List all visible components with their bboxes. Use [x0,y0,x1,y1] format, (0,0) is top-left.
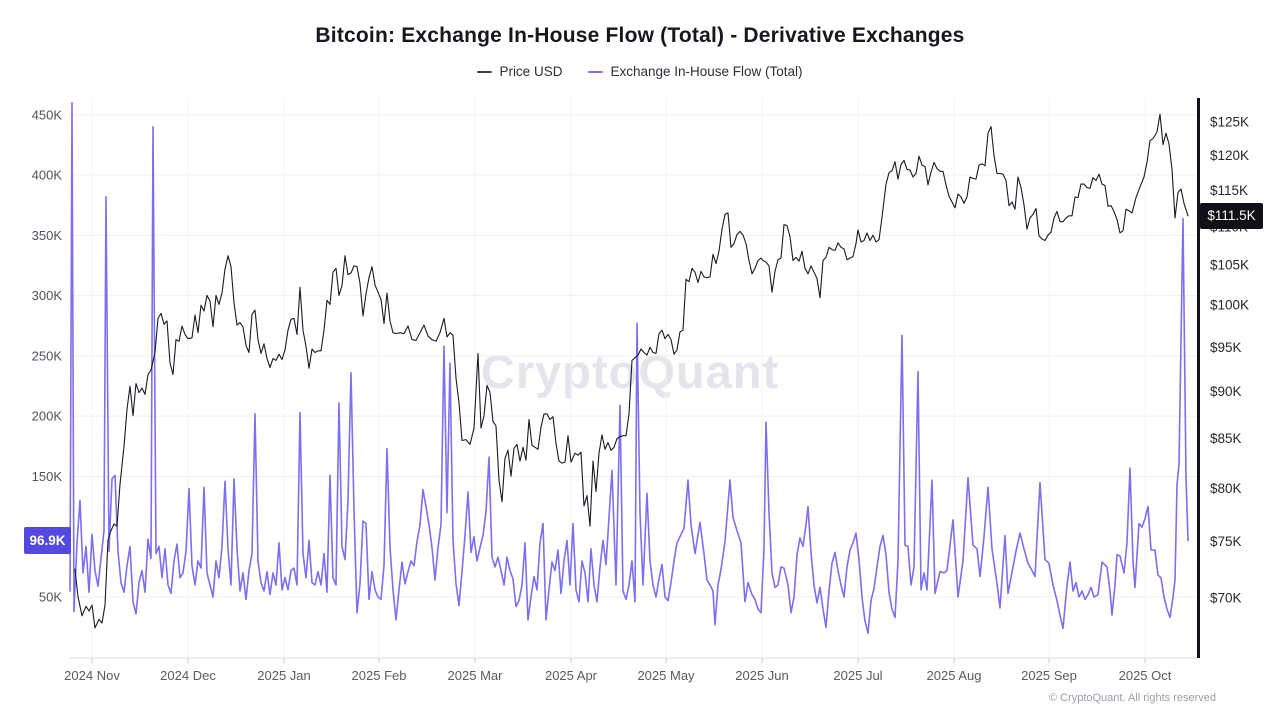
right-axis-tick-label: $105K [1210,258,1249,273]
left-axis-tick-label: 150K [32,469,63,484]
right-axis-tick-label: $75K [1210,534,1242,549]
left-axis-tick-label: 400K [32,168,63,183]
price-last-value-badge: $111.5K [1200,202,1263,229]
chart-legend: Price USD Exchange In-House Flow (Total) [0,64,1280,79]
left-axis-tick-label: 300K [32,288,63,303]
x-axis-tick-label: 2025 Oct [1119,668,1172,683]
right-axis-tick-label: $80K [1210,481,1242,496]
copyright-notice: © CryptoQuant. All rights reserved [1048,692,1216,704]
legend-label-flow: Exchange In-House Flow (Total) [610,64,803,79]
x-axis-tick-label: 2024 Nov [64,668,120,683]
flow-last-value-badge: 96.9K [24,526,71,554]
price-line-dash-icon [477,70,493,73]
x-axis-tick-label: 2025 Jan [257,668,311,683]
x-axis-tick-label: 2025 Feb [352,668,407,683]
right-axis-tick-label: $90K [1210,384,1242,399]
legend-item-price[interactable]: Price USD [477,64,562,79]
left-axis-tick-label: 50K [39,590,62,605]
right-axis-tick-label: $100K [1210,298,1249,313]
left-axis-tick-label: 200K [32,409,63,424]
right-axis-tick-label: $95K [1210,340,1242,355]
right-axis-tick-label: $115K [1210,183,1248,198]
x-axis-tick-label: 2025 May [637,668,695,683]
flow-line-dash-icon [588,70,604,73]
legend-label-price: Price USD [499,64,563,79]
chart-title: Bitcoin: Exchange In-House Flow (Total) … [315,24,965,47]
left-axis-tick-label: 350K [32,228,63,243]
right-axis-tick-label: $125K [1210,115,1249,130]
x-axis-tick-label: 2025 Sep [1021,668,1077,683]
left-axis-tick-label: 250K [32,348,63,363]
x-axis-tick-label: 2025 Apr [545,668,598,683]
price-line [74,113,1189,629]
flow-line [69,101,1189,635]
x-axis-tick-label: 2024 Dec [160,668,216,683]
x-axis-tick-label: 2025 Aug [927,668,982,683]
left-axis-tick-label: 450K [32,107,63,122]
right-axis-tick-label: $85K [1210,431,1242,446]
right-axis-tick-label: $120K [1210,148,1249,163]
right-axis-tick-label: $70K [1210,591,1242,606]
x-axis-tick-label: 2025 Jul [833,668,882,683]
x-axis-tick-label: 2025 Jun [735,668,789,683]
x-axis-tick-label: 2025 Mar [448,668,504,683]
legend-item-flow[interactable]: Exchange In-House Flow (Total) [588,64,803,79]
